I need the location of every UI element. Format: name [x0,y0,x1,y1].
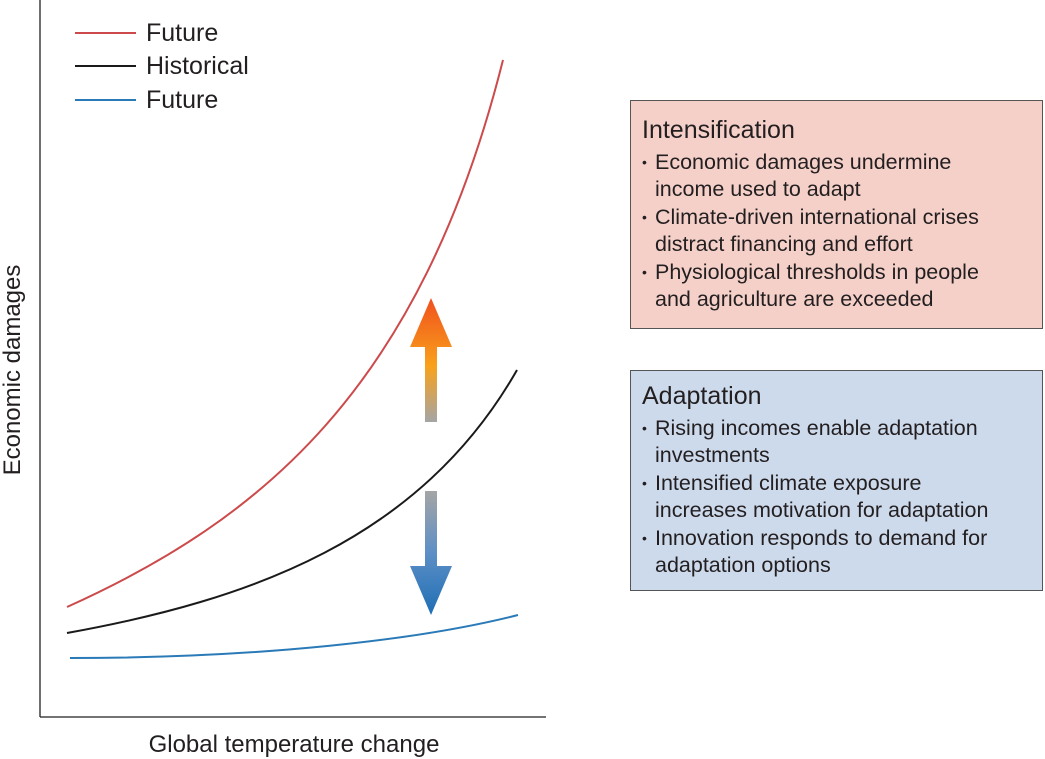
intensification-arrow [410,298,452,422]
adaptation-item-line: increases motivation for adaptation [655,498,989,522]
intensification-item: Physiological thresholds in people and a… [642,259,1032,313]
adaptation-item: Intensified climate exposure increases m… [642,470,1032,524]
adaptation-item-line: Intensified climate exposure [655,471,922,495]
damages-plot: Future Historical Future Global temperat… [0,0,546,758]
legend-label-future-red: Future [146,19,218,47]
legend: Future Historical Future [75,19,249,114]
adaptation-title: Adaptation [642,382,762,410]
intensification-item-line: and agriculture are exceeded [655,287,934,311]
adaptation-arrow [410,491,452,615]
adaptation-item-line: investments [655,443,770,467]
intensification-list: Economic damages undermine income used t… [642,149,1032,313]
curve-adapted-future [69,614,519,659]
intensification-item-line: Physiological thresholds in people [655,260,979,284]
y-axis-label: Economic damages [0,265,26,476]
intensification-item: Climate-driven international crises dist… [642,204,1032,258]
intensification-item-line: distract financing and effort [655,232,913,256]
x-axis-label: Global temperature change [149,731,440,758]
intensification-item-line: income used to adapt [655,177,861,201]
adaptation-item-line: Rising incomes enable adaptation [655,416,978,440]
curve-intensified-future [66,59,504,608]
adaptation-item: Rising incomes enable adaptation investm… [642,415,1032,469]
intensification-item-line: Climate-driven international crises [655,205,979,229]
adaptation-item-line: adaptation options [655,553,831,577]
intensification-item-line: Economic damages undermine [655,150,952,174]
adaptation-list: Rising incomes enable adaptation investm… [642,415,1032,579]
curve-historical [66,369,518,634]
adaptation-item-line: Innovation responds to demand for [655,526,988,550]
intensification-box: Intensification Economic damages undermi… [630,100,1043,329]
legend-label-historical: Historical [146,52,249,80]
adaptation-item: Innovation responds to demand for adapta… [642,525,1032,579]
legend-label-future-blue: Future [146,86,218,114]
adaptation-box: Adaptation Rising incomes enable adaptat… [630,370,1043,591]
intensification-item: Economic damages undermine income used t… [642,149,1032,203]
intensification-title: Intensification [642,116,795,144]
